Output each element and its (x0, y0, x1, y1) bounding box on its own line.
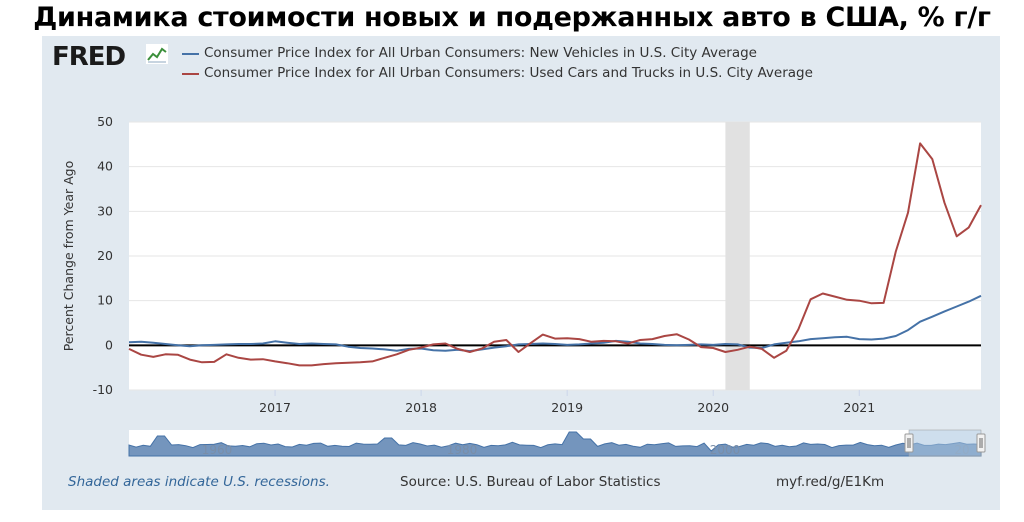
y-tick-label: 40 (97, 159, 113, 174)
page-headline: Динамика стоимости новых и подержанных а… (33, 2, 991, 33)
navigator-handle[interactable] (904, 433, 914, 453)
navigator-range-selector (908, 429, 982, 457)
legend-item-new-vehicles[interactable]: Consumer Price Index for All Urban Consu… (182, 44, 822, 64)
legend-line-new-vehicles (182, 53, 199, 55)
navigator-label: 1980 (447, 443, 478, 457)
source-note: Source: U.S. Bureau of Labor Statistics (400, 474, 661, 490)
navigator-label: 2000 (710, 443, 741, 457)
x-tick-label: 2018 (405, 400, 437, 415)
short-url-link[interactable]: myf.red/g/E1Km (776, 474, 885, 490)
y-tick-label: -10 (93, 382, 113, 397)
legend-label-new-vehicles: Consumer Price Index for All Urban Consu… (204, 45, 757, 61)
x-tick-label: 2017 (259, 400, 291, 415)
x-tick-label: 2021 (843, 400, 875, 415)
navigator-series-area (128, 431, 982, 457)
x-tick-label: 2019 (551, 400, 583, 415)
y-tick-label: 0 (105, 337, 113, 352)
fred-logo[interactable]: FRED (52, 42, 126, 72)
navigator-handle[interactable] (976, 433, 986, 453)
y-axis-label: Percent Change from Year Ago (61, 161, 76, 351)
y-tick-label: 30 (97, 203, 113, 218)
legend-label-used-cars: Consumer Price Index for All Urban Consu… (204, 64, 813, 81)
chart-svg: -10 0 10 20 30 40 50 2017 2018 2019 2020 2021 Perc… (61, 114, 986, 457)
y-tick-label: 50 (97, 114, 113, 129)
recession-note: Shaded areas indicate U.S. recessions. (68, 474, 330, 490)
legend-line-used-cars (182, 72, 199, 75)
chart-legend: Consumer Price Index for All Urban Consu… (182, 44, 822, 83)
y-tick-label: 10 (97, 293, 113, 308)
x-tick-label: 2020 (697, 400, 729, 415)
line-chart-icon (146, 44, 168, 64)
chart-panel: FRED Consumer Price Index for All Urban … (42, 36, 1000, 510)
legend-item-used-cars[interactable]: Consumer Price Index for All Urban Consu… (182, 64, 822, 84)
navigator-label: 1960 (202, 443, 233, 457)
series-line-new-vehicles (128, 294, 982, 353)
series-line-used-cars (128, 142, 982, 367)
y-tick-label: 20 (97, 248, 113, 263)
